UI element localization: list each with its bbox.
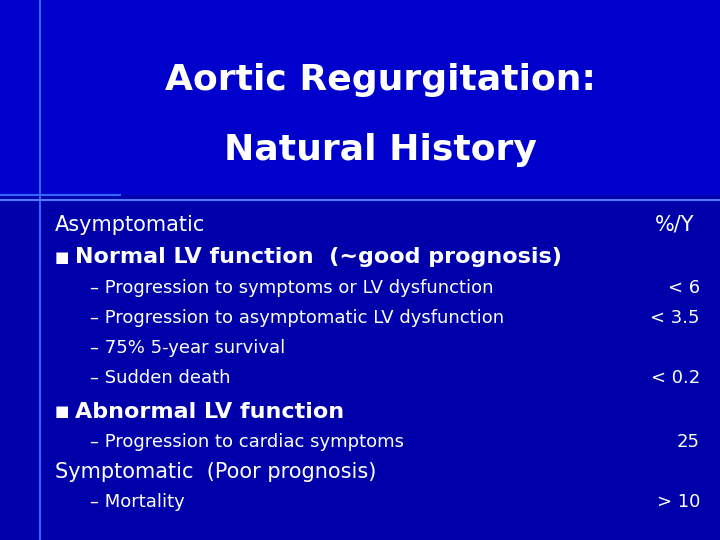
Text: Normal LV function  (~good prognosis): Normal LV function (~good prognosis) [75, 247, 562, 267]
Text: – Sudden death: – Sudden death [90, 369, 230, 387]
Text: Asymptomatic: Asymptomatic [55, 215, 205, 235]
Text: – 75% 5-year survival: – 75% 5-year survival [90, 339, 285, 357]
Text: > 10: > 10 [657, 493, 700, 511]
Text: Natural History: Natural History [224, 133, 536, 167]
Text: < 3.5: < 3.5 [650, 309, 700, 327]
Text: Abnormal LV function: Abnormal LV function [75, 402, 344, 422]
Text: – Progression to cardiac symptoms: – Progression to cardiac symptoms [90, 433, 404, 451]
Text: Aortic Regurgitation:: Aortic Regurgitation: [165, 63, 595, 97]
Bar [0, 0, 720, 195]
Text: – Progression to symptoms or LV dysfunction: – Progression to symptoms or LV dysfunct… [90, 279, 493, 297]
Text: 25: 25 [677, 433, 700, 451]
Text: < 6: < 6 [668, 279, 700, 297]
Text: Symptomatic  (Poor prognosis): Symptomatic (Poor prognosis) [55, 462, 377, 482]
Text: < 0.2: < 0.2 [651, 369, 700, 387]
Text: ■: ■ [55, 404, 69, 420]
Text: %/Y: %/Y [655, 215, 695, 235]
Text: ■: ■ [55, 249, 69, 265]
Text: – Progression to asymptomatic LV dysfunction: – Progression to asymptomatic LV dysfunc… [90, 309, 504, 327]
Text: – Mortality: – Mortality [90, 493, 185, 511]
